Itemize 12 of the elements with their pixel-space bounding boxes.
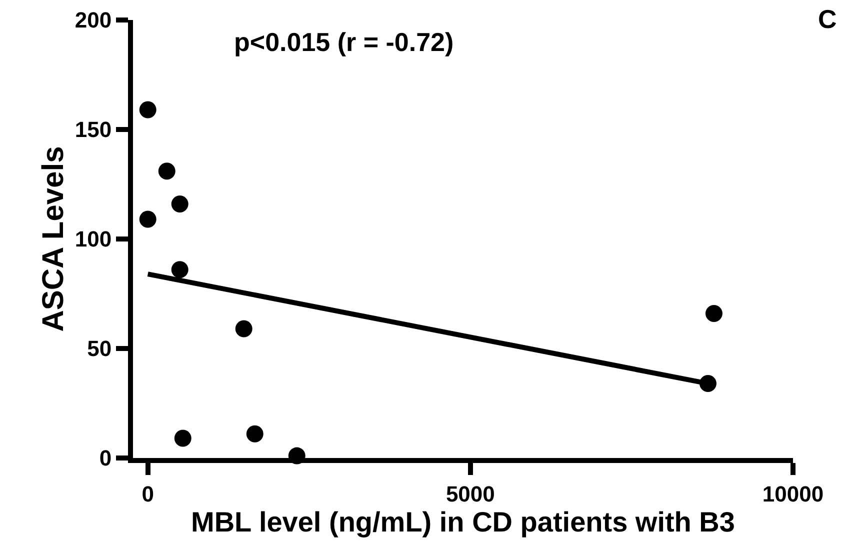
- annotation: p<0.015 (r = -0.72): [234, 27, 454, 57]
- y-tick-label: 0: [99, 446, 112, 471]
- y-axis-title: ASCA Levels: [36, 146, 70, 332]
- x-tick-label: 5000: [446, 481, 495, 506]
- y-tick-label: 150: [74, 117, 112, 142]
- x-tick-label: 0: [142, 481, 154, 506]
- text: C: [818, 4, 837, 34]
- y-tick-label: 100: [74, 226, 112, 252]
- x-tick-label: 10000: [762, 481, 824, 506]
- y-tick-label: 50: [87, 336, 112, 362]
- y-tick-label: 200: [74, 8, 112, 33]
- x-axis-title: MBL level (ng/mL) in CD patients with B3: [191, 506, 735, 538]
